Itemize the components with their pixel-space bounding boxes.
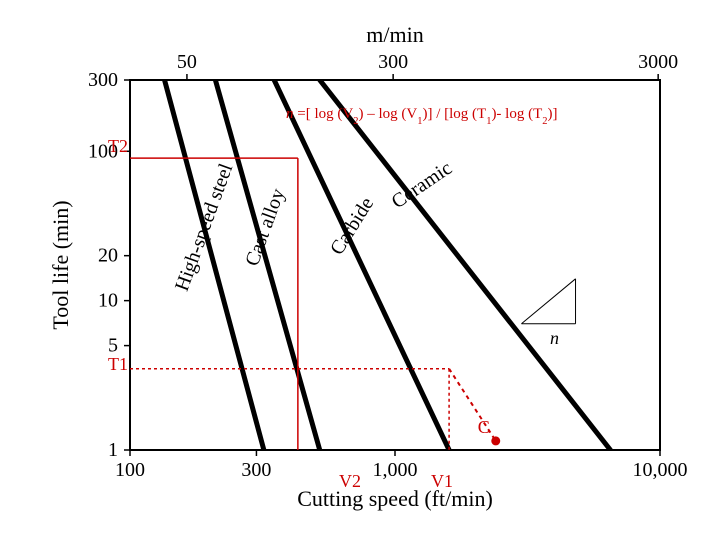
plot-frame (130, 80, 660, 450)
y-tick: 300 (88, 69, 118, 91)
x-top-tick: 50 (177, 51, 197, 73)
y-tick: 10 (98, 290, 118, 312)
x-tick: 1,000 (373, 459, 418, 481)
x-top-tick: 300 (378, 51, 408, 73)
series-label: High-speed steel (171, 160, 238, 294)
series-line (215, 80, 319, 450)
x-top-tick: 3000 (638, 51, 678, 73)
y-tick: 1 (108, 439, 118, 461)
t2-label: T2 (108, 136, 128, 156)
v2-label: V2 (339, 471, 361, 491)
t1-label: T1 (108, 354, 128, 374)
c-label: C (478, 417, 490, 437)
formula-text: n =[ log (V2) – log (V1)] / [log (T1)- l… (286, 106, 558, 127)
y-axis-label: Tool life (min) (48, 200, 73, 329)
x-top-axis-label: m/min (366, 22, 423, 47)
tool-life-chart: 100 300 1,000 10,000 Cutting speed (ft/min) 5… (0, 0, 720, 540)
x-tick: 10,000 (633, 459, 688, 481)
v1-label: V1 (431, 471, 453, 491)
x-axis-label: Cutting speed (ft/min) (297, 486, 493, 511)
y-tick: 20 (98, 245, 118, 267)
x-tick: 300 (241, 459, 271, 481)
c-marker (492, 437, 500, 445)
slope-label: n (550, 328, 559, 348)
series-label: Ceramic (388, 157, 457, 213)
x-tick: 100 (115, 459, 145, 481)
